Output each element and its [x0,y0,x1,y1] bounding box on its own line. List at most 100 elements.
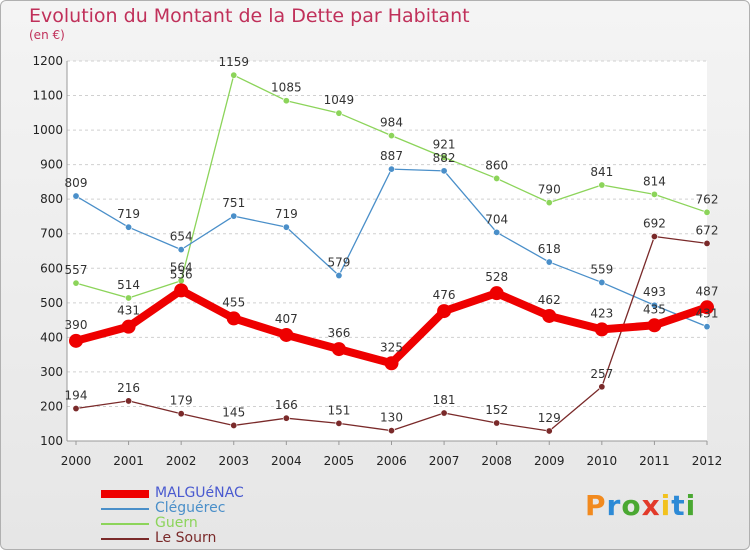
x-tick-label: 2003 [218,454,249,468]
data-point [703,239,711,247]
data-label: 423 [590,306,613,320]
data-label: 1159 [218,55,249,69]
data-label: 216 [117,381,140,395]
legend-label: Le Sourn [155,530,217,546]
data-label: 151 [327,403,350,417]
data-point [69,333,83,348]
y-tick-label: 700 [40,227,63,241]
data-label: 1085 [271,81,302,95]
data-point [174,283,189,298]
y-tick-label: 200 [40,399,63,413]
logo-letter: i [685,489,697,522]
x-tick-label: 2006 [376,454,407,468]
logo-letter: i [660,489,672,522]
logo-letter: o [621,489,642,522]
data-label: 860 [485,158,508,172]
data-point [545,199,553,207]
data-point [594,322,609,337]
legend: MALGUéNAC Cléguérec Guern Le Sourn [101,486,244,546]
data-point [598,383,606,391]
data-point [72,405,80,413]
data-label: 431 [117,304,140,318]
data-label: 536 [170,267,193,281]
y-tick-label: 400 [40,330,63,344]
data-point [700,300,714,315]
data-point [440,153,448,161]
data-label: 130 [380,411,403,425]
data-label: 514 [117,278,140,292]
logo-letter: P [585,489,607,522]
data-point [387,165,395,173]
data-label: 435 [643,302,666,316]
data-label: 493 [643,285,666,299]
data-point [493,174,501,182]
data-label: 984 [380,116,403,130]
x-tick-label: 2005 [324,454,355,468]
data-label: 152 [485,403,508,417]
x-tick-label: 2008 [481,454,512,468]
data-label: 528 [485,270,508,284]
data-point [282,223,290,231]
data-label: 719 [275,207,298,221]
data-point [542,308,557,323]
data-point [650,190,658,198]
data-label: 654 [170,230,193,244]
data-point [598,181,606,189]
data-label: 809 [65,176,88,190]
data-label: 751 [222,196,245,210]
y-tick-label: 600 [40,261,63,275]
x-tick-label: 2001 [113,454,144,468]
y-tick-label: 800 [40,192,63,206]
data-point [230,71,238,79]
data-point [72,192,80,200]
data-point [121,319,136,334]
data-label: 462 [538,293,561,307]
data-point [177,410,185,418]
y-tick-label: 500 [40,296,63,310]
data-point [440,167,448,175]
legend-swatch [101,507,149,510]
data-point [650,232,658,240]
data-point [279,327,294,342]
data-label: 129 [538,411,561,425]
data-point [335,109,343,117]
legend-item: Guern [101,516,244,531]
data-point [335,272,343,280]
data-point [72,279,80,287]
data-point [384,356,399,371]
legend-label: Cléguérec [155,500,226,516]
data-point [437,304,452,319]
data-label: 145 [222,405,245,419]
data-label: 841 [590,165,613,179]
data-point [493,228,501,236]
data-label: 762 [696,192,719,206]
data-point [177,246,185,254]
data-point [125,223,133,231]
logo-letter: r [606,489,622,522]
data-label: 407 [275,312,298,326]
data-label: 1049 [324,93,355,107]
plot-area [67,61,707,441]
data-label: 559 [590,262,613,276]
data-point [230,212,238,220]
data-label: 704 [485,212,508,226]
data-point [647,318,662,333]
data-point [598,278,606,286]
data-label: 618 [538,242,561,256]
x-tick-label: 2002 [166,454,197,468]
data-label: 692 [643,216,666,230]
x-tick-label: 2000 [61,454,92,468]
data-label: 814 [643,174,666,188]
logo-letter: t [671,489,686,522]
data-label: 325 [380,340,403,354]
legend-item: Le Sourn [101,531,244,546]
y-tick-label: 1000 [32,123,63,137]
data-label: 366 [327,326,350,340]
logo-letter: x [641,489,661,522]
legend-swatch [101,522,149,525]
legend-swatch [101,489,149,498]
data-label: 487 [696,284,719,298]
data-point [703,323,711,331]
data-label: 194 [65,389,88,403]
